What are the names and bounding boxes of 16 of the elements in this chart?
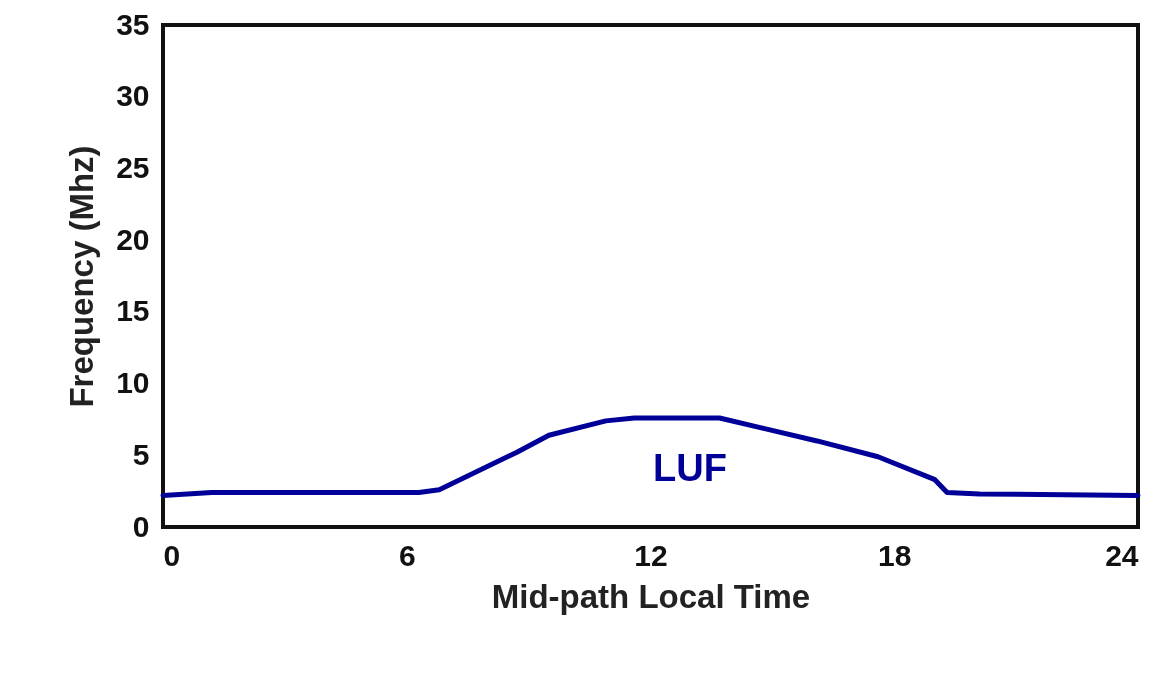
x-tick-label: 0 [163,538,181,572]
y-tick-label: 15 [116,294,150,328]
x-axis-title: Mid-path Local Time [491,577,811,615]
y-tick-label: 20 [116,222,150,256]
y-tick-label: 10 [116,366,150,400]
x-tick-label: 12 [634,538,668,572]
y-tick-label: 30 [116,79,150,113]
y-axis-title: Frequency (Mhz) [63,145,101,408]
y-tick-label: 0 [132,509,150,543]
annotation: LUF [653,447,727,489]
y-tick-label: 35 [116,7,150,41]
x-tick-label: 18 [878,538,912,572]
x-tick-label: 24 [1105,538,1139,572]
x-tick-label: 6 [398,538,416,572]
y-tick-label: 25 [116,150,150,184]
y-tick-label: 5 [132,437,150,471]
